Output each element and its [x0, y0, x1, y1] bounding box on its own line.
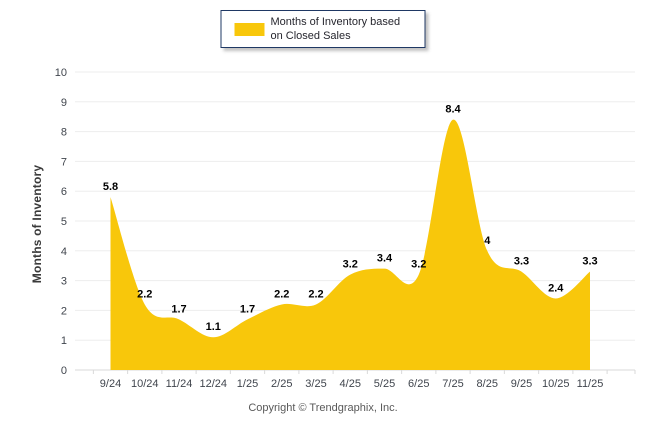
area-series	[110, 119, 590, 371]
data-label: 8.4	[445, 104, 461, 116]
data-label: 2.2	[137, 288, 152, 300]
data-label: 3.3	[582, 256, 597, 268]
data-label: 1.7	[171, 303, 186, 315]
legend: Months of Inventory based on Closed Sale…	[220, 10, 426, 48]
data-label: 1.1	[206, 321, 221, 333]
y-tick-label: 5	[61, 216, 67, 228]
y-tick-label: 10	[55, 67, 67, 79]
data-label: 5.8	[103, 181, 118, 193]
x-tick-label: 8/25	[477, 378, 498, 390]
x-tick-label: 9/25	[511, 378, 532, 390]
y-tick-label: 3	[61, 276, 67, 288]
x-tick-label: 6/25	[408, 378, 429, 390]
x-tick-label: 10/25	[542, 378, 570, 390]
y-tick-label: 4	[61, 246, 67, 258]
data-label: 3.2	[411, 259, 426, 271]
data-label: 2.2	[274, 288, 289, 300]
y-tick-label: 6	[61, 186, 67, 198]
legend-swatch-icon	[234, 22, 265, 36]
data-label: 3.2	[343, 259, 358, 271]
data-label: 1.7	[240, 303, 255, 315]
y-tick-label: 7	[61, 156, 67, 168]
data-label: 4	[484, 235, 491, 247]
x-tick-label: 12/24	[199, 378, 227, 390]
y-tick-label: 2	[61, 305, 67, 317]
x-tick-label: 7/25	[442, 378, 463, 390]
legend-label: Months of Inventory based on Closed Sale…	[270, 16, 401, 42]
y-tick-label: 9	[61, 97, 67, 109]
x-tick-label: 10/24	[131, 378, 159, 390]
y-tick-label: 8	[61, 127, 67, 139]
x-tick-label: 11/25	[577, 378, 604, 390]
x-tick-label: 5/25	[374, 378, 395, 390]
copyright-text: Copyright © Trendgraphix, Inc.	[248, 402, 398, 414]
data-label: 2.2	[308, 288, 323, 300]
x-tick-label: 1/25	[237, 378, 258, 390]
x-tick-label: 2/25	[271, 378, 292, 390]
x-tick-label: 9/24	[100, 378, 121, 390]
data-label: 3.3	[514, 256, 529, 268]
y-tick-label: 1	[61, 335, 67, 347]
data-label: 2.4	[548, 282, 564, 294]
x-tick-label: 11/24	[166, 378, 193, 390]
y-tick-label: 0	[61, 365, 67, 377]
x-tick-label: 3/25	[305, 378, 326, 390]
data-label: 3.4	[377, 253, 393, 265]
x-tick-label: 4/25	[340, 378, 361, 390]
